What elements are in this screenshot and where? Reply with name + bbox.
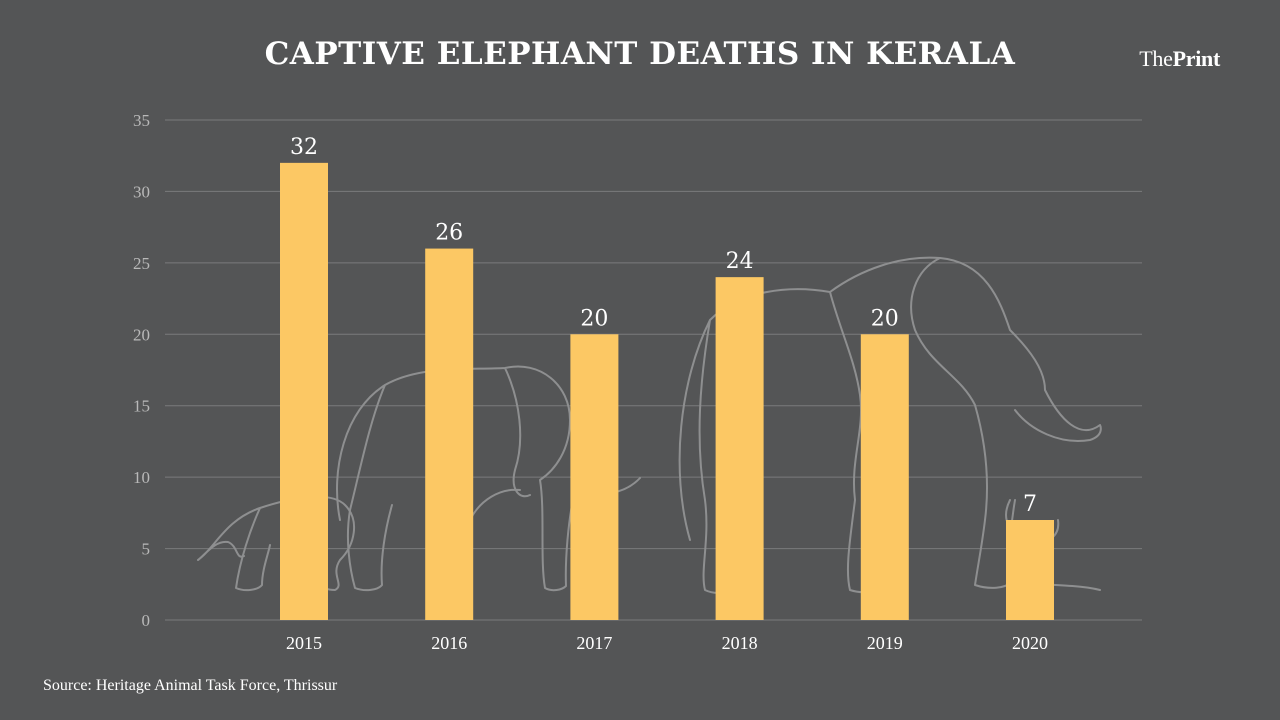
data-label-2015: 32 <box>290 135 318 160</box>
data-label-2019: 20 <box>871 306 899 331</box>
y-axis-tick-labels: 0 5 10 15 20 25 30 35 <box>133 111 150 630</box>
y-tick-label: 10 <box>133 468 150 487</box>
data-label-2017: 20 <box>580 306 608 331</box>
x-tick-label-2018: 2018 <box>722 633 758 653</box>
x-tick-label-2017: 2017 <box>576 633 612 653</box>
bar-2018 <box>715 277 764 620</box>
brand-logo-part-2: Print <box>1172 46 1221 71</box>
y-tick-label: 35 <box>133 111 150 130</box>
bar-2015 <box>280 162 328 620</box>
data-label-2020: 7 <box>1023 492 1037 517</box>
y-tick-label: 15 <box>133 397 150 416</box>
x-tick-label-2020: 2020 <box>1012 633 1048 653</box>
bar-2020 <box>1006 520 1054 620</box>
data-label-2018: 24 <box>726 249 754 274</box>
source-note: Source: Heritage Animal Task Force, Thri… <box>43 677 338 694</box>
x-tick-label-2015: 2015 <box>286 633 322 653</box>
brand-logo: ThePrint <box>1139 46 1220 72</box>
elephant-illustration <box>197 256 1102 594</box>
data-labels: 32 26 20 24 20 7 <box>290 135 1037 517</box>
y-tick-label: 5 <box>142 540 151 559</box>
bar-2016 <box>425 248 474 621</box>
x-tick-label-2019: 2019 <box>867 633 903 653</box>
bar-2017 <box>570 334 619 620</box>
y-tick-label: 30 <box>133 182 150 201</box>
bar-2019 <box>860 334 909 620</box>
x-tick-label-2016: 2016 <box>431 633 467 653</box>
x-axis-tick-labels: 2015 2016 2017 2018 2019 2020 <box>286 633 1048 653</box>
chart-title: CAPTIVE ELEPHANT DEATHS IN KERALA <box>264 36 1016 72</box>
bars <box>280 162 1054 621</box>
y-tick-label: 0 <box>142 611 151 630</box>
brand-logo-part-1: The <box>1139 46 1173 71</box>
data-label-2016: 26 <box>435 221 463 246</box>
y-tick-label: 20 <box>133 325 150 344</box>
y-tick-label: 25 <box>133 254 150 273</box>
